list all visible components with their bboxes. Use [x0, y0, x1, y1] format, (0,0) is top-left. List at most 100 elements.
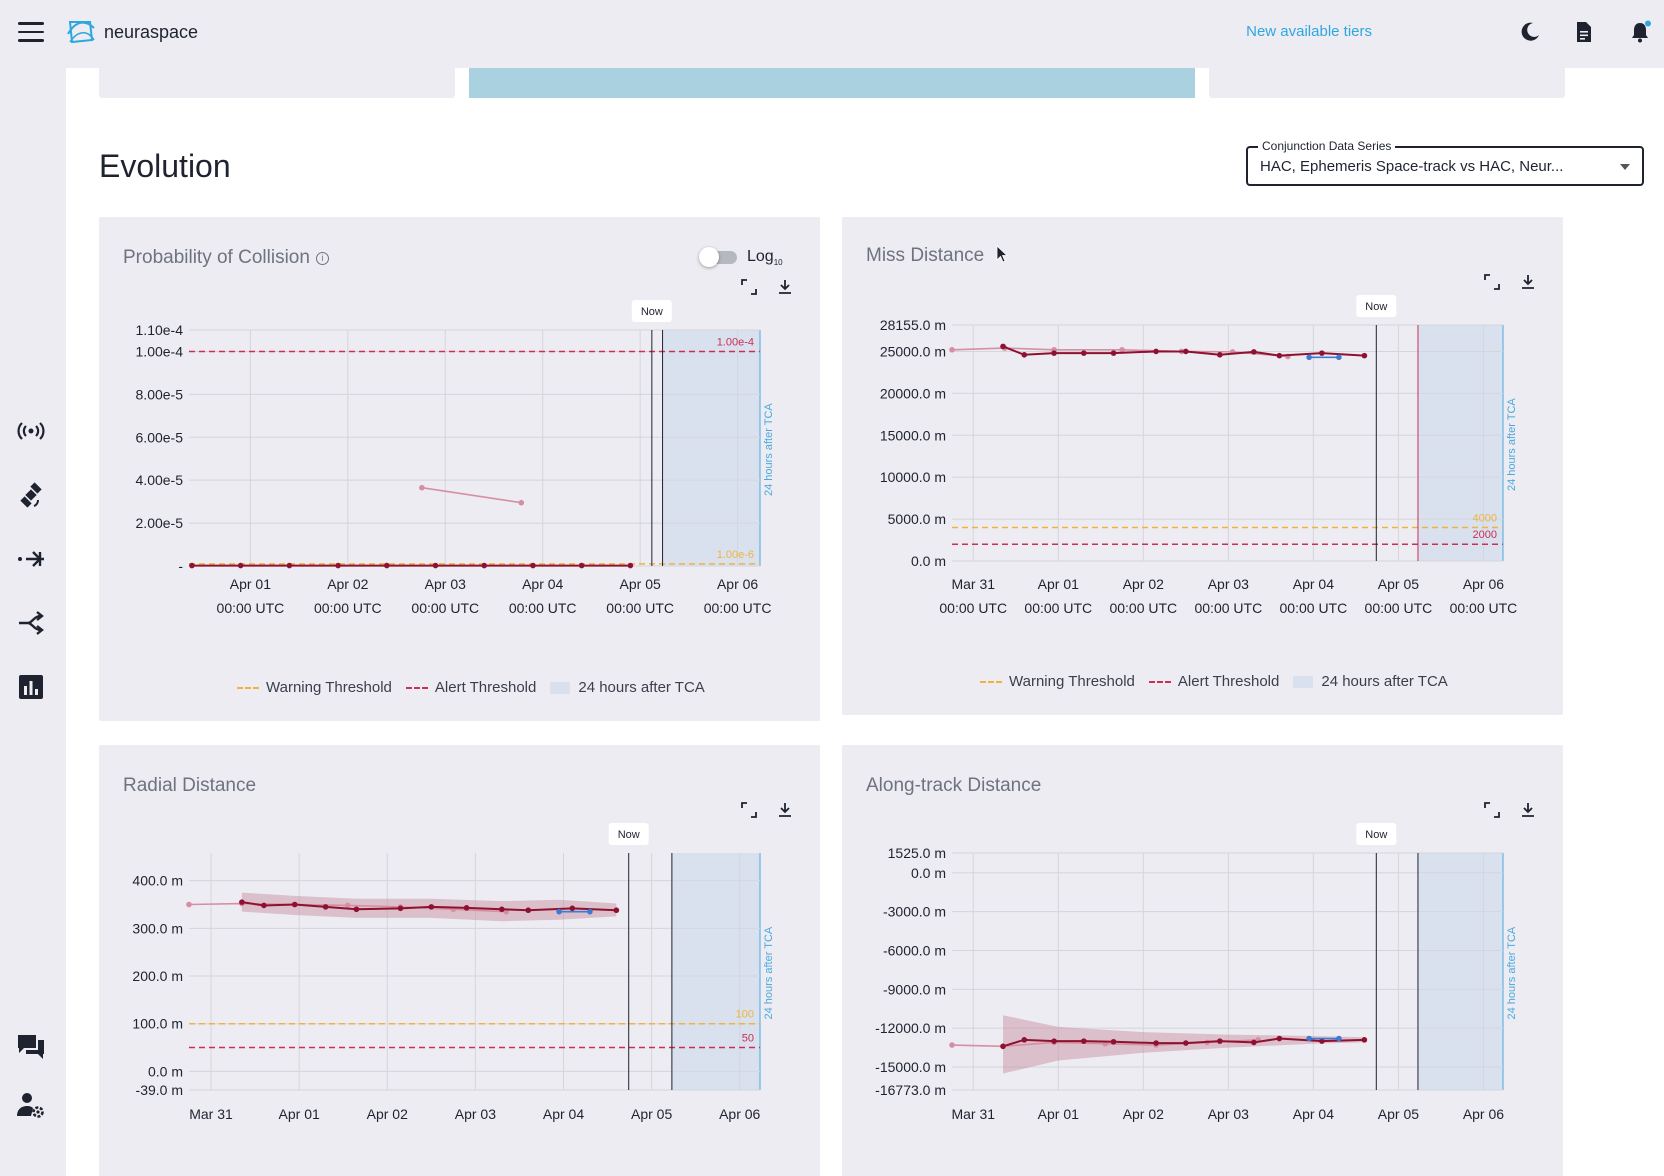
antenna-icon[interactable] — [16, 416, 46, 446]
band-label: 24 hours after TCA — [1506, 926, 1518, 1019]
chevron-down-icon — [1620, 164, 1630, 170]
x-tick-label: Apr 06 — [717, 576, 758, 592]
y-tick-label: 28155.0 m — [880, 317, 946, 333]
conjunction-data-series-select[interactable]: Conjunction Data Series HAC, Ephemeris S… — [1246, 139, 1644, 186]
miss-legend: Warning Threshold Alert Threshold 24 hou… — [980, 673, 1462, 690]
chat-icon[interactable] — [16, 1032, 46, 1062]
x-tick-label: Apr 04 — [1293, 576, 1334, 592]
y-tick-label: 100.0 m — [132, 1016, 183, 1032]
evolution-title: Evolution — [99, 148, 231, 184]
x-tick-label: Apr 06 — [1463, 1106, 1504, 1122]
x-tick-label: Apr 06 — [719, 1106, 760, 1122]
data-point-primary — [578, 562, 585, 569]
y-tick-label: 0.0 m — [911, 553, 946, 569]
x-tick-label: Apr 04 — [522, 576, 563, 592]
y-tick-label: -15000.0 m — [875, 1059, 946, 1075]
document-icon[interactable] — [1572, 20, 1596, 44]
radial-distance-panel: Radial Distance 24 hours after TCA Mar 31… — [99, 745, 820, 1176]
summary-bar — [469, 68, 1195, 98]
x-tick-label: Apr 05 — [631, 1106, 672, 1122]
now-label: Now — [641, 306, 663, 318]
download-icon[interactable] — [775, 800, 795, 820]
download-icon[interactable] — [1518, 272, 1538, 292]
data-point-dark — [1183, 348, 1189, 355]
data-point-dark — [1110, 1038, 1117, 1045]
merge-arrow-icon[interactable] — [16, 544, 46, 574]
poc-chart: 24 hours after TCA Apr 01 00:00 UTC Apr 02 0… — [136, 300, 775, 616]
data-point-blue — [556, 908, 562, 915]
x-tick-label: Apr 02 — [1123, 1106, 1164, 1122]
expand-icon[interactable] — [739, 800, 759, 820]
neuraspace-logo[interactable] — [66, 16, 96, 46]
expand-icon[interactable] — [1482, 272, 1502, 292]
data-point-dark — [353, 906, 360, 913]
expand-icon[interactable] — [1482, 800, 1502, 820]
y-tick-label: 6.00e-5 — [136, 429, 184, 445]
x-tick-label: Apr 05 — [1378, 1106, 1419, 1122]
x-tick-sublabel: 00:00 UTC — [939, 600, 1007, 616]
y-tick-label: 0.0 m — [911, 865, 946, 881]
download-icon[interactable] — [1518, 800, 1538, 820]
y-tick-label: 1525.0 m — [888, 845, 946, 861]
along-track-panel: Along-track Distance 24 hours after TCA M… — [842, 745, 1563, 1176]
data-point-dark — [613, 907, 620, 914]
series-line-dark — [1002, 1037, 1365, 1048]
data-point-dark — [525, 907, 532, 914]
x-tick-sublabel: 00:00 UTC — [1450, 600, 1518, 616]
x-tick-label: Apr 03 — [1208, 1106, 1249, 1122]
band-label: 24 hours after TCA — [763, 403, 775, 496]
x-tick-sublabel: 00:00 UTC — [1365, 600, 1433, 616]
split-arrow-icon[interactable] — [16, 608, 46, 638]
data-point-dark — [1217, 351, 1223, 358]
y-tick-label: 0.0 m — [148, 1063, 183, 1079]
data-point-dark — [291, 901, 298, 908]
x-tick-label: Apr 04 — [1293, 1106, 1334, 1122]
alert-threshold-label: 2000 — [1473, 529, 1497, 541]
log-toggle[interactable] — [699, 246, 739, 267]
y-tick-label: -6000.0 m — [883, 942, 946, 958]
user-settings-icon[interactable] — [16, 1090, 46, 1120]
menu-icon[interactable] — [18, 22, 44, 42]
data-point-light — [186, 901, 192, 908]
x-tick-sublabel: 00:00 UTC — [1280, 600, 1348, 616]
y-tick-label: -3000.0 m — [883, 904, 946, 920]
moon-icon[interactable] — [1518, 20, 1542, 44]
y-tick-label: 8.00e-5 — [136, 386, 184, 402]
x-tick-label: Apr 06 — [1463, 576, 1504, 592]
miss-distance-chart: 24 hours after TCA Mar 31 00:00 UTC Apr 01 0… — [880, 295, 1518, 616]
download-icon[interactable] — [775, 277, 795, 297]
data-point-dark — [1110, 350, 1117, 356]
warning-threshold-label: 100 — [736, 1009, 754, 1021]
data-point-dark — [1153, 1040, 1159, 1046]
expand-icon[interactable] — [739, 277, 759, 297]
data-point-dark — [1276, 1035, 1283, 1042]
series-line-dark — [1002, 345, 1365, 357]
new-tiers-link[interactable]: New available tiers — [1246, 23, 1372, 40]
data-point-dark — [1153, 348, 1159, 355]
bell-icon[interactable] — [1628, 20, 1652, 44]
summary-card-left — [99, 68, 455, 98]
info-icon[interactable]: i — [315, 252, 329, 265]
data-point-primary — [432, 562, 439, 569]
x-tick-label: Apr 04 — [543, 1106, 584, 1122]
data-point-dark — [1319, 350, 1325, 356]
data-point-primary — [627, 562, 634, 569]
satellite-icon[interactable] — [16, 480, 46, 510]
x-tick-label: Apr 03 — [425, 576, 466, 592]
y-tick-label: 1.00e-4 — [136, 343, 184, 359]
data-point-light — [949, 1042, 955, 1048]
cursor-icon — [996, 245, 1009, 263]
y-tick-label: 200.0 m — [132, 968, 183, 984]
data-point-dark — [1021, 351, 1028, 358]
now-badge — [631, 300, 672, 322]
bar-chart-icon[interactable] — [16, 672, 46, 702]
data-point-dark — [1251, 349, 1257, 355]
tca-band — [1417, 853, 1503, 1090]
x-tick-sublabel: 00:00 UTC — [704, 600, 772, 616]
y-tick-label: 5000.0 m — [888, 511, 946, 527]
summary-card-right — [1209, 68, 1565, 98]
y-tick-label: -9000.0 m — [883, 981, 946, 997]
data-point-secondary — [419, 484, 425, 491]
x-tick-sublabel: 00:00 UTC — [509, 600, 577, 616]
data-point-dark — [1217, 1038, 1223, 1044]
